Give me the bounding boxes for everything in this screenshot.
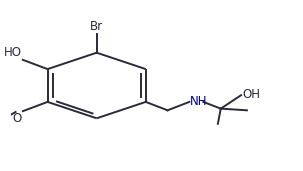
Text: NH: NH bbox=[190, 95, 208, 108]
Text: O: O bbox=[12, 112, 22, 125]
Text: Br: Br bbox=[90, 20, 103, 33]
Text: HO: HO bbox=[3, 46, 22, 59]
Text: OH: OH bbox=[242, 88, 260, 101]
